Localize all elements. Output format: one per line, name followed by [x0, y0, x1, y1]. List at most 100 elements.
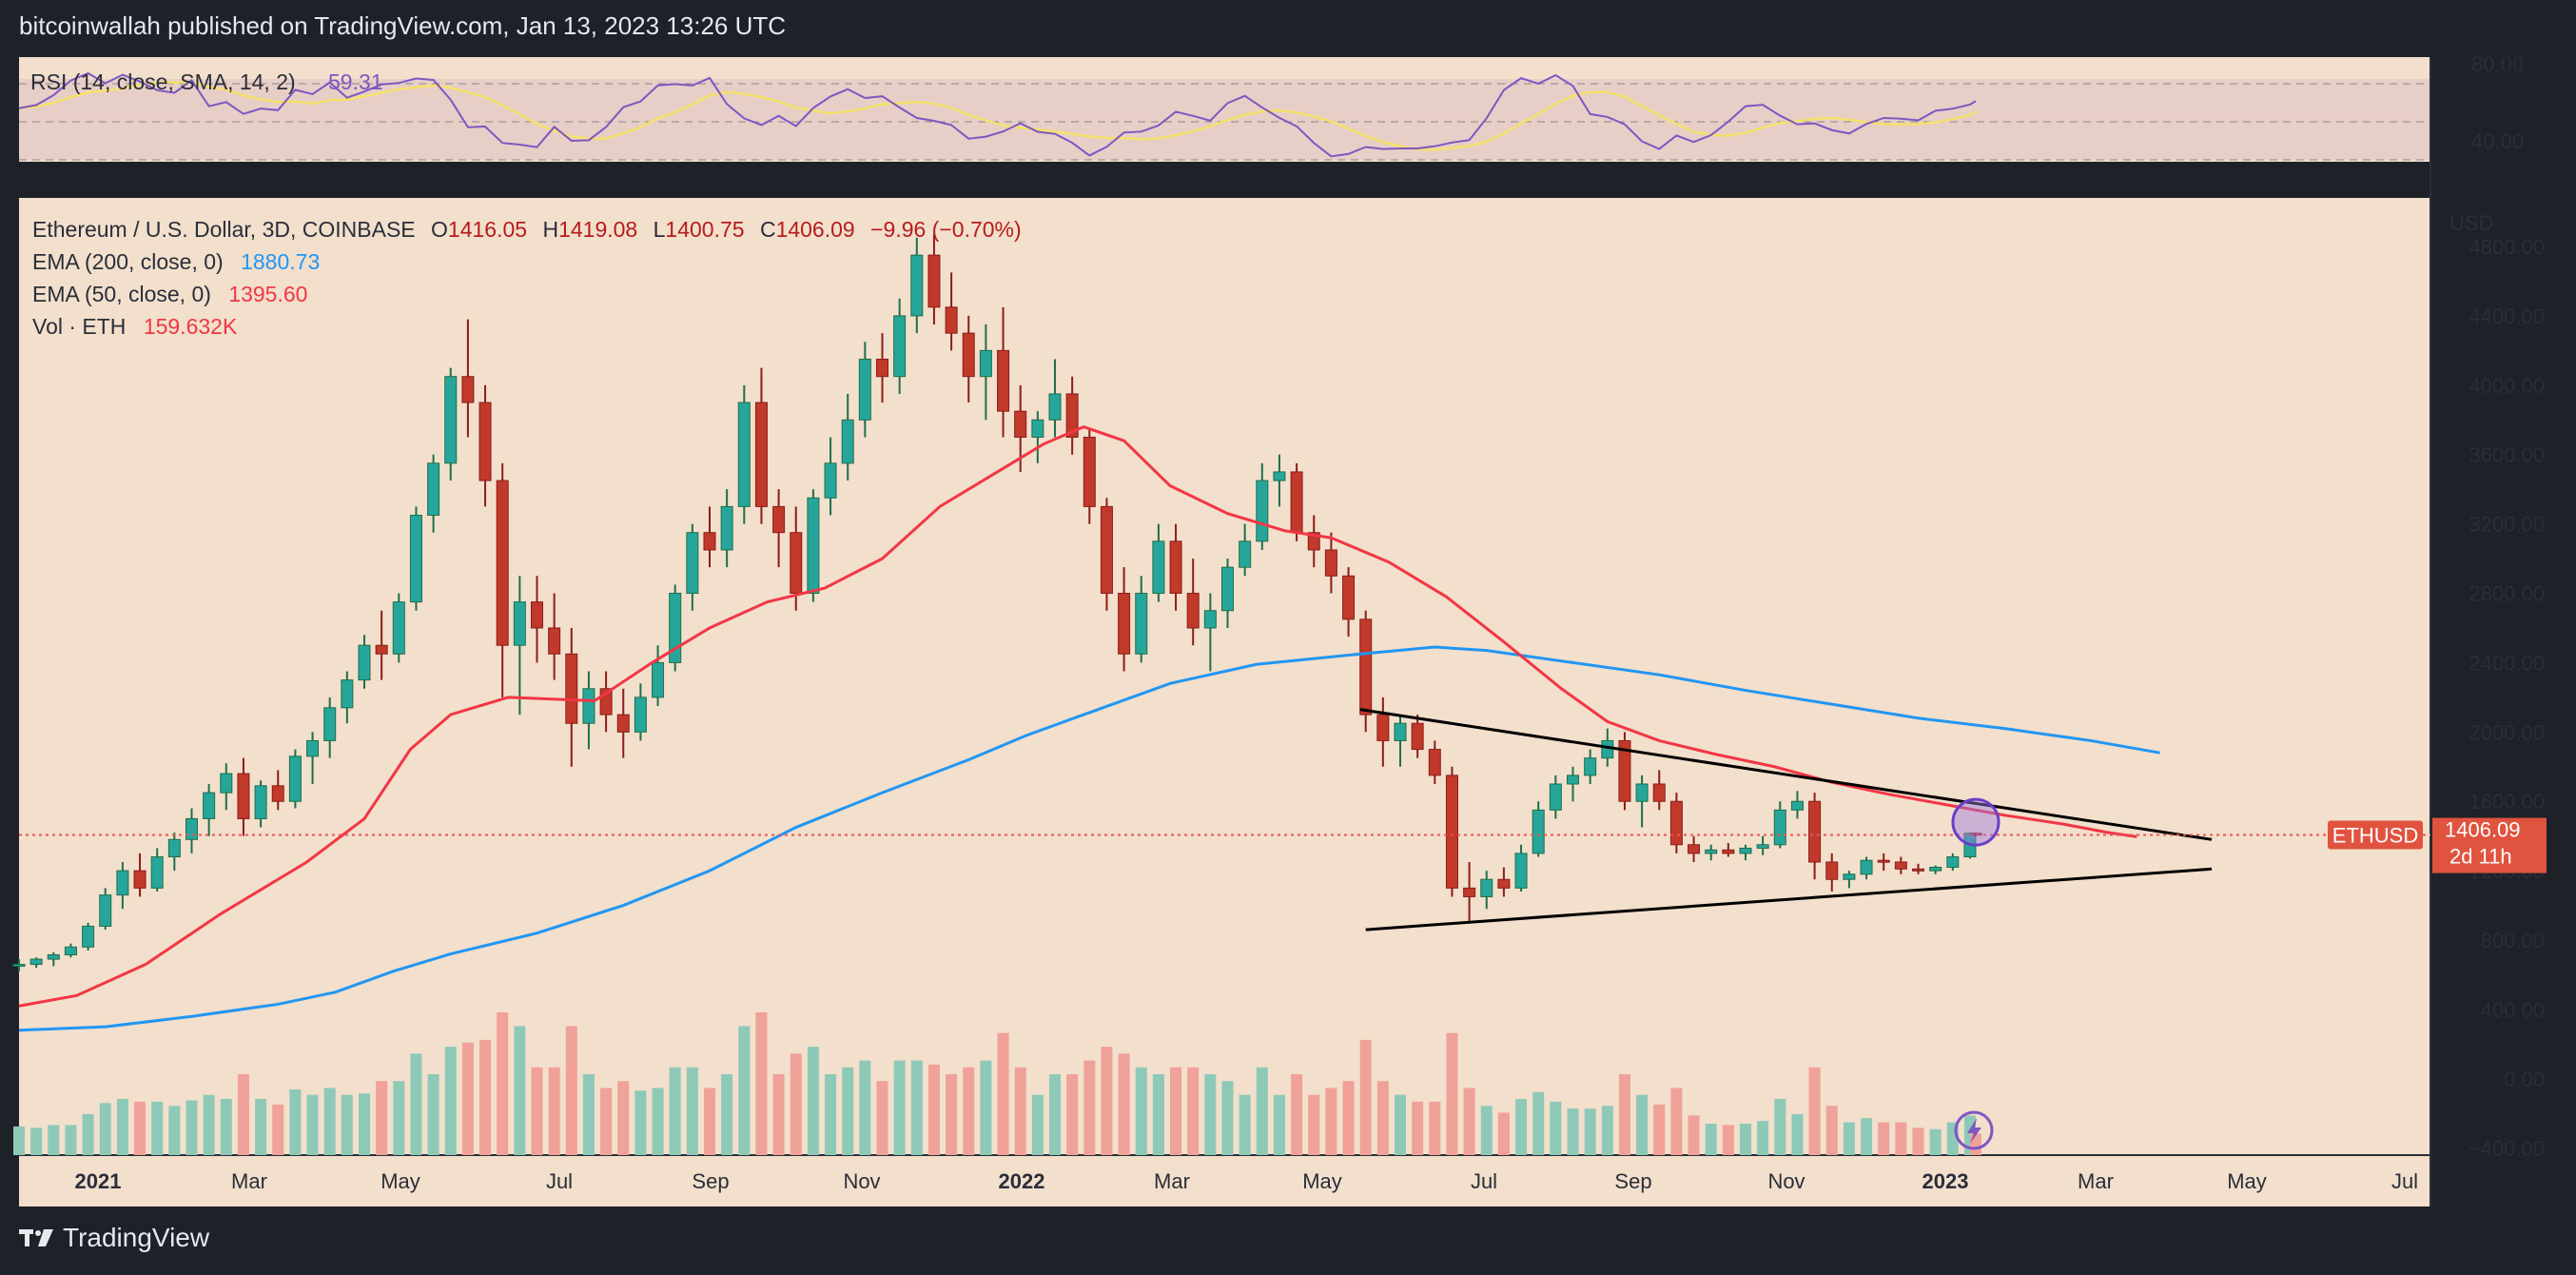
candle-body — [565, 653, 578, 724]
volume-label: Vol · ETH — [32, 314, 126, 339]
candle-body — [1394, 722, 1407, 741]
volume-bar — [1497, 1112, 1510, 1155]
candle-body — [341, 679, 354, 709]
candle — [29, 957, 43, 969]
volume-bar — [893, 1060, 906, 1155]
volume-bar — [1066, 1074, 1079, 1155]
candle-body — [1722, 849, 1735, 854]
footer[interactable]: TradingView — [19, 1223, 209, 1253]
candle — [893, 298, 907, 394]
main-panel-bg — [19, 198, 2430, 1206]
volume-bar — [1653, 1104, 1666, 1155]
volume-bar — [1970, 1133, 1981, 1155]
candle — [1221, 559, 1234, 628]
candle — [1376, 696, 1390, 767]
candle-body — [12, 964, 26, 968]
volume-bar — [1463, 1088, 1475, 1155]
candle — [1394, 715, 1407, 767]
candle-body — [652, 661, 665, 698]
candle — [686, 523, 699, 611]
ohlc-low: 1400.75 — [665, 217, 744, 242]
rsi-lines — [18, 71, 1977, 158]
candle — [341, 671, 354, 724]
candle — [616, 688, 630, 758]
tradingview-brand: TradingView — [63, 1223, 210, 1252]
last-price-tag: ETHUSD 1406.09 2d 11h — [2328, 817, 2547, 873]
candle-body — [1169, 540, 1182, 595]
candle — [1083, 428, 1096, 524]
volume-bar — [1273, 1094, 1285, 1155]
candle-body — [1428, 749, 1441, 776]
candle — [979, 324, 992, 421]
candle-body — [375, 644, 388, 655]
candle — [945, 272, 958, 351]
ema50-label: EMA (50, close, 0) — [32, 282, 211, 306]
volume-bar — [1618, 1074, 1630, 1155]
ohlc-open: 1416.05 — [448, 217, 527, 242]
volume-bar — [1843, 1122, 1855, 1155]
price-tick-label: 2800.00 — [2469, 582, 2545, 606]
candle-body — [1083, 437, 1096, 507]
candle-body — [1031, 419, 1044, 438]
volume-bar — [772, 1074, 785, 1155]
candle — [1445, 766, 1458, 897]
candle-body — [1135, 593, 1148, 655]
time-tick-label: Nov — [843, 1169, 880, 1193]
candle-body — [1584, 757, 1597, 776]
candle-body — [790, 532, 803, 595]
candle — [1584, 749, 1597, 784]
volume-bar — [721, 1074, 733, 1155]
candle — [133, 853, 146, 897]
price-tick-label: 800.00 — [2481, 929, 2545, 952]
candle — [167, 833, 181, 872]
volume-bar — [1705, 1124, 1717, 1155]
price-axis-ticks[interactable]: 4800.00 4400.00 4000.00 3600.00 3200.00 2800.… — [2469, 235, 2545, 1161]
time-tick-label: Jul — [546, 1169, 573, 1193]
ascending-support-trendline — [1365, 867, 2213, 932]
volume-bar — [1895, 1122, 1907, 1155]
candle — [1169, 523, 1182, 611]
volume-bar — [1446, 1032, 1458, 1155]
volume-bar — [1601, 1106, 1613, 1155]
volume-bar — [1584, 1108, 1596, 1155]
time-tick-label: 2021 — [75, 1169, 122, 1193]
candle — [1549, 775, 1562, 819]
alert-bolt-icon[interactable] — [1954, 1110, 1994, 1150]
ema200-line — [18, 645, 2160, 1032]
candle — [1860, 856, 1873, 880]
candle-body — [754, 402, 768, 507]
candle-body — [1705, 849, 1718, 854]
candle — [150, 848, 164, 892]
candle-body — [306, 739, 320, 757]
symbol-tag — [2328, 820, 2423, 850]
volume-bar — [600, 1088, 613, 1155]
candle-body — [1688, 844, 1701, 854]
candle — [478, 384, 492, 507]
candle — [82, 922, 95, 951]
candle-body — [1186, 593, 1200, 629]
volume-bar — [1515, 1099, 1528, 1155]
candle-body — [1635, 783, 1649, 802]
candle-body — [1273, 471, 1286, 481]
candle — [1411, 715, 1424, 758]
volume-bar — [1429, 1101, 1441, 1155]
candle-body — [669, 593, 682, 663]
time-axis-ticks[interactable]: 2021 Mar May Jul Sep Nov 2022 Mar May Jul Sep Nov 20… — [75, 1169, 2419, 1193]
volume-bar — [1740, 1124, 1751, 1155]
candle-body — [720, 505, 733, 551]
candle-body — [548, 627, 561, 655]
candle-body — [427, 462, 440, 517]
candle-body — [1514, 853, 1528, 889]
trendlines — [1359, 708, 2213, 932]
volume-bar — [634, 1090, 647, 1155]
symbol-title: Ethereum / U.S. Dollar, 3D, COINBASE — [32, 217, 416, 242]
candle-body — [962, 332, 975, 378]
price-tag-box — [2432, 817, 2547, 873]
volume-bar — [1083, 1060, 1096, 1155]
volume-bar — [1359, 1039, 1372, 1155]
volume-bar — [220, 1099, 232, 1155]
candle-body — [1652, 783, 1666, 802]
volume-bar — [842, 1067, 854, 1155]
candle-body — [1894, 861, 1907, 870]
